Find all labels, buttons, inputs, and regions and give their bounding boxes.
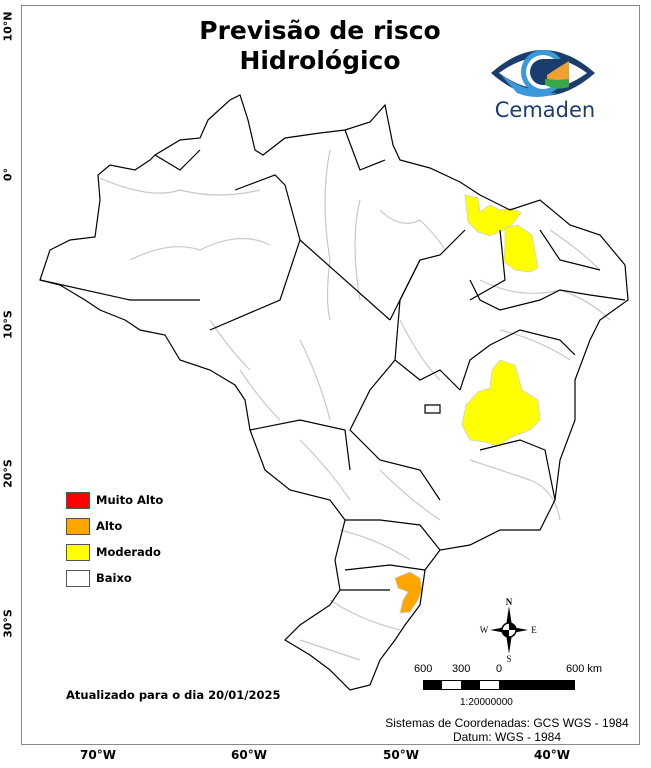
lon-label-60w: 60°W xyxy=(231,748,267,762)
swatch-moderado xyxy=(66,543,90,561)
swatch-alto xyxy=(66,517,90,535)
legend: Muito Alto Alto Moderado Baixo xyxy=(66,487,163,591)
coordinate-system-info: Sistemas de Coordenadas: GCS WGS - 1984 … xyxy=(376,716,638,744)
lat-label-10n: 10°N xyxy=(1,11,15,42)
title-line-1: Previsão de risco xyxy=(199,16,441,45)
cemaden-logo-icon xyxy=(491,50,595,97)
risk-area-alto-sc xyxy=(394,571,423,614)
lat-label-30s: 30°S xyxy=(1,609,15,638)
swatch-baixo xyxy=(66,569,90,587)
lat-label-20s: 20°S xyxy=(1,459,15,488)
risk-polygons xyxy=(394,194,541,614)
updated-date-text: Atualizado para o dia 20/01/2025 xyxy=(66,688,281,702)
lon-label-40w: 40°W xyxy=(534,748,570,762)
scale-bar xyxy=(423,680,575,690)
risk-area-moderado-pi xyxy=(503,224,539,273)
scale-label-600-left: 600 xyxy=(414,663,433,675)
map-title: Previsão de risco Hidrológico xyxy=(150,16,490,76)
lat-label-10s: 10°S xyxy=(1,310,15,339)
scale-ratio: 1:20000000 xyxy=(460,697,513,708)
basin-borders xyxy=(99,149,611,661)
lon-label-70w: 70°W xyxy=(80,748,116,762)
legend-item-alto: Alto xyxy=(66,513,163,539)
svg-text:N: N xyxy=(506,598,513,607)
risk-area-moderado-ba xyxy=(461,359,541,447)
legend-item-muito-alto: Muito Alto xyxy=(66,487,163,513)
crs-line-1: Sistemas de Coordenadas: GCS WGS - 1984 xyxy=(385,716,629,730)
cemaden-logo-text: Cemaden xyxy=(494,98,596,122)
title-line-2: Hidrológico xyxy=(239,46,401,75)
svg-text:S: S xyxy=(506,654,511,662)
svg-text:W: W xyxy=(480,625,489,635)
legend-item-moderado: Moderado xyxy=(66,539,163,565)
north-arrow-compass-icon: N S W E xyxy=(480,598,538,662)
scale-label-0: 0 xyxy=(496,663,503,675)
state-borders xyxy=(39,94,629,691)
svg-text:E: E xyxy=(531,625,537,635)
legend-item-baixo: Baixo xyxy=(66,565,163,591)
brazil-outline xyxy=(39,94,629,691)
lon-label-50w: 50°W xyxy=(383,748,419,762)
scale-label-300: 300 xyxy=(452,663,471,675)
scale-label-600-km: 600 km xyxy=(566,663,603,675)
lat-label-0: 0° xyxy=(1,167,15,182)
crs-line-2: Datum: WGS - 1984 xyxy=(452,730,562,744)
risk-area-moderado-ma-coast xyxy=(464,194,522,237)
swatch-muito-alto xyxy=(66,491,90,509)
map-frame xyxy=(21,5,640,745)
